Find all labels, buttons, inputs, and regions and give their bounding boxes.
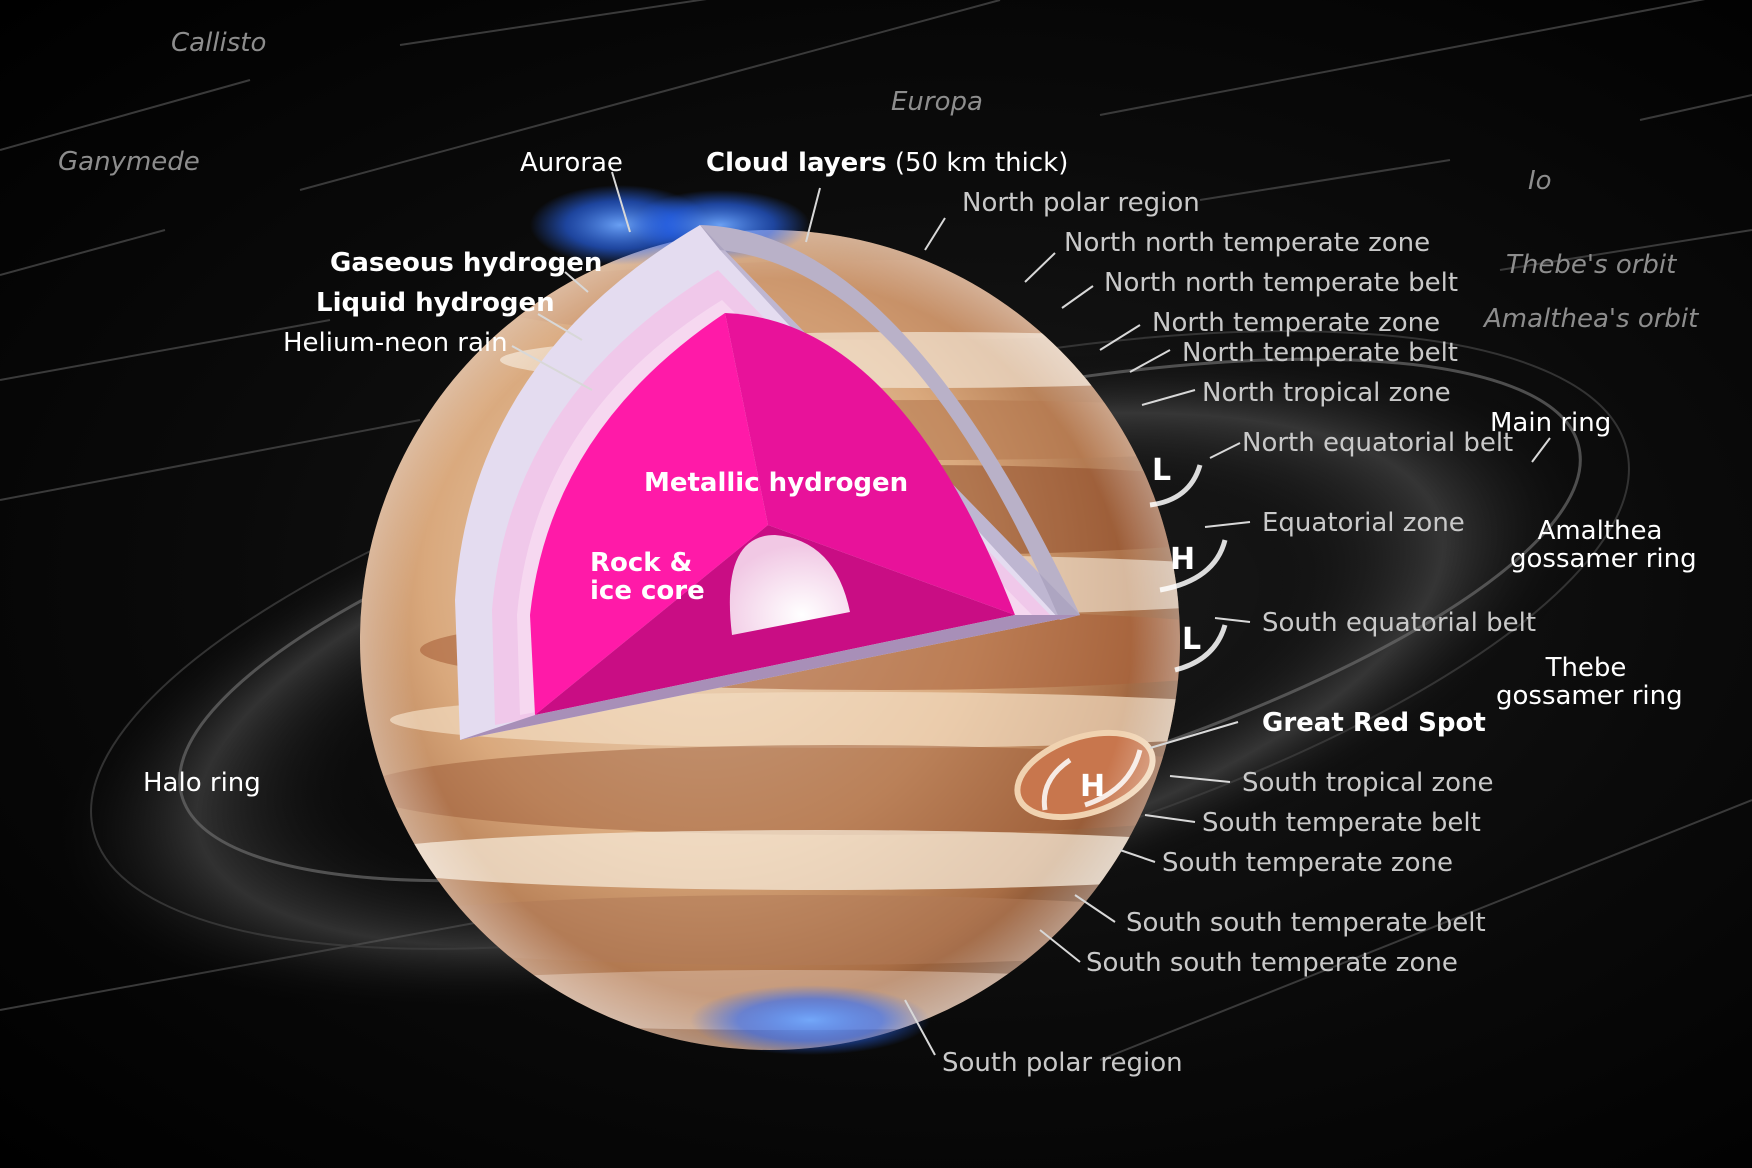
thebe-gossamer-ring-label: Thebe gossamer ring — [1496, 653, 1683, 711]
s-equatorial-belt-label: South equatorial belt — [1262, 608, 1537, 638]
metallic-hydrogen-label: Metallic hydrogen — [644, 468, 909, 498]
south-aurora — [690, 985, 930, 1055]
halo-ring-label: Halo ring — [143, 768, 261, 798]
interior-cutaway — [455, 225, 1080, 740]
amalthea-ring-line1: Amalthea — [1537, 516, 1663, 546]
rock-ice-core-shape — [729, 535, 850, 635]
liquid-hydrogen-label: Liquid hydrogen — [316, 288, 555, 318]
cloud-layers-title: Cloud layers — [706, 148, 887, 178]
ganymede-label: Ganymede — [58, 147, 200, 177]
core-label-line2: ice core — [590, 576, 705, 606]
nn-temperate-zone-label: North north temperate zone — [1064, 228, 1431, 258]
pressure-high-marker-2: H — [1080, 769, 1106, 804]
amalthea-ring-line2: gossamer ring — [1510, 544, 1697, 574]
thebe-ring-line2: gossamer ring — [1496, 681, 1683, 711]
helium-neon-rain-label: Helium-neon rain — [283, 328, 508, 358]
s-temperate-belt-label: South temperate belt — [1202, 808, 1481, 838]
aurorae-label: Aurorae — [520, 148, 623, 178]
callisto-label: Callisto — [171, 28, 267, 58]
n-equatorial-belt-label: North equatorial belt — [1242, 428, 1514, 458]
main-ring-label: Main ring — [1490, 408, 1612, 438]
n-temperate-zone-label: North temperate zone — [1152, 308, 1441, 338]
s-temperate-zone-label: South temperate zone — [1162, 848, 1453, 878]
thebe-ring-line1: Thebe — [1545, 653, 1627, 683]
pressure-high-marker: H — [1170, 542, 1196, 577]
rock-ice-core-label: Rock & ice core — [590, 548, 705, 606]
shell-bottom-face — [460, 615, 1080, 740]
metallic-hydrogen-right — [725, 313, 1015, 615]
n-temperate-belt-label: North temperate belt — [1182, 338, 1458, 368]
gaseous-hydrogen-label: Gaseous hydrogen — [330, 248, 603, 278]
pressure-low-marker-2: L — [1182, 622, 1202, 657]
europa-label: Europa — [891, 87, 983, 117]
south-polar-region-label: South polar region — [942, 1048, 1183, 1078]
s-tropical-zone-label: South tropical zone — [1242, 768, 1494, 798]
ss-temperate-zone-label: South south temperate zone — [1086, 948, 1458, 978]
north-polar-region-label: North polar region — [962, 188, 1200, 218]
pressure-arrows — [1041, 464, 1228, 811]
equatorial-zone-label: Equatorial zone — [1262, 508, 1465, 538]
io-label: Io — [1528, 166, 1552, 196]
thebe-orbit-label: Thebe's orbit — [1506, 250, 1677, 280]
core-label-line1: Rock & — [590, 548, 693, 578]
leader-lines — [511, 171, 1551, 1056]
amalthea-gossamer-ring-label: Amalthea gossamer ring — [1510, 516, 1697, 574]
great-red-spot-label: Great Red Spot — [1262, 708, 1486, 738]
cloud-layers-note: (50 km thick) — [894, 148, 1069, 178]
ss-temperate-belt-label: South south temperate belt — [1126, 908, 1486, 938]
cloud-layers-label: Cloud layers (50 km thick) — [706, 150, 1068, 176]
n-tropical-zone-label: North tropical zone — [1202, 378, 1451, 408]
pressure-low-marker: L — [1152, 453, 1172, 488]
nn-temperate-belt-label: North north temperate belt — [1104, 268, 1459, 298]
metallic-hydrogen-front — [530, 313, 768, 715]
amalthea-orbit-label: Amalthea's orbit — [1484, 304, 1699, 334]
